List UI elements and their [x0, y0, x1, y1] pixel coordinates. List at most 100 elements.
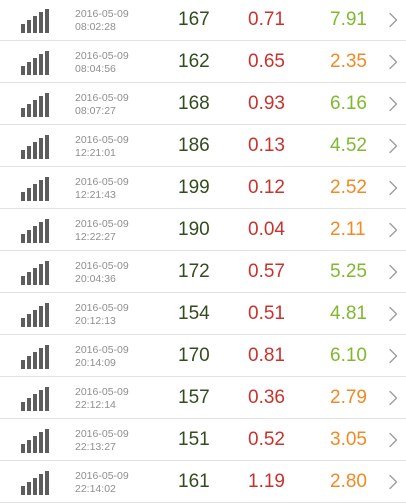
chevron-right-icon[interactable] [388, 54, 398, 70]
list-item[interactable]: 2016-05-09 22:13:27 151 0.52 3.05 [0, 419, 406, 461]
timestamp: 2016-05-09 12:21:43 [75, 176, 129, 202]
date-text: 2016-05-09 [75, 92, 129, 104]
value-tertiary: 2.79 [330, 387, 367, 408]
value-secondary: 1.19 [248, 471, 285, 492]
value-secondary: 0.71 [248, 9, 285, 30]
signal-strength-icon [21, 9, 53, 33]
value-tertiary: 2.52 [330, 177, 367, 198]
value-primary: 167 [178, 9, 210, 30]
list-item[interactable]: 2016-05-09 08:04:56 162 0.65 2.35 [0, 41, 406, 83]
date-text: 2016-05-09 [75, 218, 129, 230]
signal-strength-icon [21, 429, 53, 453]
signal-strength-icon [21, 387, 53, 411]
date-text: 2016-05-09 [75, 428, 129, 440]
signal-strength-icon [21, 261, 53, 285]
time-text: 12:21:01 [75, 147, 116, 159]
chevron-right-icon[interactable] [388, 138, 398, 154]
time-text: 20:14:09 [75, 357, 116, 369]
value-tertiary: 6.16 [330, 93, 367, 114]
list-item[interactable]: 2016-05-09 22:12:14 157 0.36 2.79 [0, 377, 406, 419]
timestamp: 2016-05-09 20:04:36 [75, 260, 129, 286]
timestamp: 2016-05-09 08:02:28 [75, 8, 129, 34]
value-primary: 170 [178, 345, 210, 366]
chevron-right-icon[interactable] [388, 222, 398, 238]
value-primary: 162 [178, 51, 210, 72]
list-item[interactable]: 2016-05-09 08:07:27 168 0.93 6.16 [0, 83, 406, 125]
signal-strength-icon [21, 219, 53, 243]
value-primary: 157 [178, 387, 210, 408]
timestamp: 2016-05-09 22:13:27 [75, 428, 129, 454]
value-primary: 161 [178, 471, 210, 492]
timestamp: 2016-05-09 12:21:01 [75, 134, 129, 160]
value-tertiary: 2.35 [330, 51, 367, 72]
value-secondary: 0.04 [248, 219, 285, 240]
time-text: 08:04:56 [75, 63, 116, 75]
value-primary: 172 [178, 261, 210, 282]
value-secondary: 0.12 [248, 177, 285, 198]
chevron-right-icon[interactable] [388, 432, 398, 448]
signal-strength-icon [21, 303, 53, 327]
timestamp: 2016-05-09 12:22:27 [75, 218, 129, 244]
value-tertiary: 7.91 [330, 9, 367, 30]
signal-strength-icon [21, 345, 53, 369]
value-secondary: 0.36 [248, 387, 285, 408]
value-secondary: 0.13 [248, 135, 285, 156]
signal-strength-icon [21, 135, 53, 159]
date-text: 2016-05-09 [75, 8, 129, 20]
date-text: 2016-05-09 [75, 260, 129, 272]
signal-strength-icon [21, 177, 53, 201]
list-item[interactable]: 2016-05-09 22:14:02 161 1.19 2.80 [0, 461, 406, 503]
list-item[interactable]: 2016-05-09 20:12:13 154 0.51 4.81 [0, 293, 406, 335]
value-primary: 186 [178, 135, 210, 156]
value-primary: 168 [178, 93, 210, 114]
signal-strength-icon [21, 471, 53, 495]
chevron-right-icon[interactable] [388, 180, 398, 196]
signal-strength-icon [21, 93, 53, 117]
value-primary: 154 [178, 303, 210, 324]
time-text: 08:02:28 [75, 21, 116, 33]
value-tertiary: 4.52 [330, 135, 367, 156]
value-secondary: 0.51 [248, 303, 285, 324]
list-item[interactable]: 2016-05-09 20:14:09 170 0.81 6.10 [0, 335, 406, 377]
chevron-right-icon[interactable] [388, 390, 398, 406]
list-item[interactable]: 2016-05-09 20:04:36 172 0.57 5.25 [0, 251, 406, 293]
time-text: 12:21:43 [75, 189, 116, 201]
timestamp: 2016-05-09 08:07:27 [75, 92, 129, 118]
timestamp: 2016-05-09 22:14:02 [75, 470, 129, 496]
value-primary: 151 [178, 429, 210, 450]
time-text: 20:12:13 [75, 315, 116, 327]
list-item[interactable]: 2016-05-09 12:21:01 186 0.13 4.52 [0, 125, 406, 167]
chevron-right-icon[interactable] [388, 348, 398, 364]
list-item[interactable]: 2016-05-09 12:22:27 190 0.04 2.11 [0, 209, 406, 251]
date-text: 2016-05-09 [75, 302, 129, 314]
value-primary: 190 [178, 219, 210, 240]
date-text: 2016-05-09 [75, 344, 129, 356]
timestamp: 2016-05-09 20:12:13 [75, 302, 129, 328]
value-secondary: 0.81 [248, 345, 285, 366]
chevron-right-icon[interactable] [388, 264, 398, 280]
signal-strength-icon [21, 51, 53, 75]
value-secondary: 0.57 [248, 261, 285, 282]
chevron-right-icon[interactable] [388, 474, 398, 490]
date-text: 2016-05-09 [75, 386, 129, 398]
value-tertiary: 2.11 [330, 219, 366, 240]
list-item[interactable]: 2016-05-09 12:21:43 199 0.12 2.52 [0, 167, 406, 209]
value-secondary: 0.93 [248, 93, 285, 114]
date-text: 2016-05-09 [75, 470, 129, 482]
value-tertiary: 2.80 [330, 471, 367, 492]
value-tertiary: 6.10 [330, 345, 367, 366]
time-text: 22:14:02 [75, 483, 116, 495]
chevron-right-icon[interactable] [388, 306, 398, 322]
time-text: 22:13:27 [75, 441, 116, 453]
date-text: 2016-05-09 [75, 176, 129, 188]
timestamp: 2016-05-09 08:04:56 [75, 50, 129, 76]
time-text: 08:07:27 [75, 105, 116, 117]
chevron-right-icon[interactable] [388, 12, 398, 28]
time-text: 22:12:14 [75, 399, 116, 411]
value-tertiary: 5.25 [330, 261, 367, 282]
value-secondary: 0.52 [248, 429, 285, 450]
time-text: 12:22:27 [75, 231, 116, 243]
list-item[interactable]: 2016-05-09 08:02:28 167 0.71 7.91 [0, 0, 406, 41]
chevron-right-icon[interactable] [388, 96, 398, 112]
